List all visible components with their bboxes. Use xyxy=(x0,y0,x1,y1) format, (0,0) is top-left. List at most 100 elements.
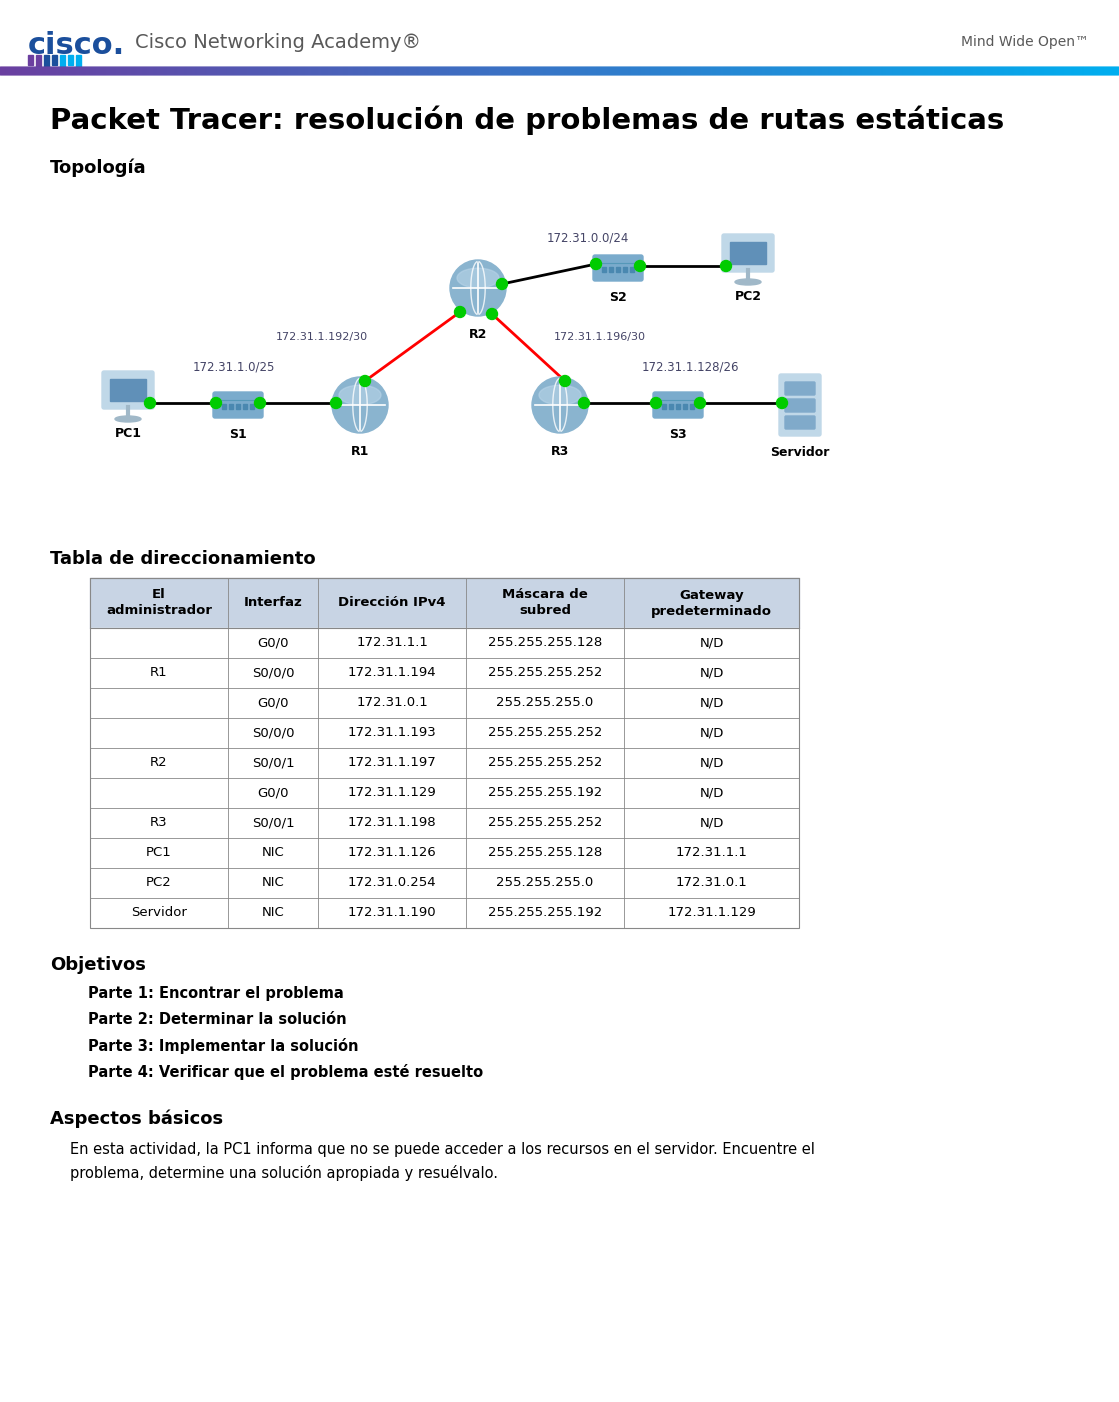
Bar xyxy=(90,578,799,928)
Bar xyxy=(90,749,799,778)
Text: Máscara de
subred: Máscara de subred xyxy=(502,589,587,617)
FancyBboxPatch shape xyxy=(653,393,703,418)
Text: S2: S2 xyxy=(609,292,627,304)
Circle shape xyxy=(332,377,388,433)
Text: 255.255.255.252: 255.255.255.252 xyxy=(488,816,602,830)
Text: G0/0: G0/0 xyxy=(257,697,289,709)
Bar xyxy=(90,838,799,868)
Text: R1: R1 xyxy=(351,444,369,458)
Bar xyxy=(90,899,799,928)
Circle shape xyxy=(330,398,341,408)
Text: 172.31.1.129: 172.31.1.129 xyxy=(667,907,755,920)
FancyBboxPatch shape xyxy=(786,400,815,412)
Circle shape xyxy=(497,279,508,289)
Bar xyxy=(630,266,634,272)
Bar xyxy=(28,55,32,64)
Circle shape xyxy=(721,261,732,272)
FancyBboxPatch shape xyxy=(786,416,815,429)
Text: 255.255.255.192: 255.255.255.192 xyxy=(488,787,602,799)
Circle shape xyxy=(487,308,498,320)
Circle shape xyxy=(210,398,222,408)
Text: 255.255.255.0: 255.255.255.0 xyxy=(497,697,593,709)
Bar xyxy=(676,404,680,409)
Text: 172.31.0.0/24: 172.31.0.0/24 xyxy=(547,231,629,244)
Text: N/D: N/D xyxy=(699,816,724,830)
Circle shape xyxy=(144,398,156,408)
Bar xyxy=(90,868,799,899)
Bar xyxy=(90,658,799,688)
Text: 172.31.1.126: 172.31.1.126 xyxy=(348,847,436,859)
Text: Parte 1: Encontrar el problema: Parte 1: Encontrar el problema xyxy=(88,986,344,1001)
Bar xyxy=(730,243,767,264)
Circle shape xyxy=(359,376,370,387)
Bar xyxy=(662,404,666,409)
Text: Servidor: Servidor xyxy=(131,907,187,920)
Text: Parte 2: Determinar la solución: Parte 2: Determinar la solución xyxy=(88,1012,347,1028)
FancyBboxPatch shape xyxy=(779,374,821,436)
Circle shape xyxy=(454,307,466,317)
Text: 172.31.1.1: 172.31.1.1 xyxy=(676,847,747,859)
Bar xyxy=(615,266,620,272)
Text: Mind Wide Open™: Mind Wide Open™ xyxy=(961,35,1089,49)
Text: 172.31.0.254: 172.31.0.254 xyxy=(348,876,436,889)
Circle shape xyxy=(560,376,571,387)
Text: 172.31.1.196/30: 172.31.1.196/30 xyxy=(554,332,646,342)
Circle shape xyxy=(532,377,587,433)
Text: cisco.: cisco. xyxy=(28,31,125,60)
Text: 172.31.1.128/26: 172.31.1.128/26 xyxy=(641,360,739,373)
Text: 172.31.0.1: 172.31.0.1 xyxy=(676,876,747,889)
Text: 172.31.1.192/30: 172.31.1.192/30 xyxy=(276,332,368,342)
Text: 255.255.255.128: 255.255.255.128 xyxy=(488,847,602,859)
Text: PC1: PC1 xyxy=(114,428,141,440)
Text: 172.31.1.1: 172.31.1.1 xyxy=(356,637,427,649)
Text: 172.31.1.194: 172.31.1.194 xyxy=(348,666,436,680)
Text: 172.31.1.193: 172.31.1.193 xyxy=(348,726,436,739)
Bar xyxy=(90,578,799,628)
Bar xyxy=(51,55,57,64)
Text: 172.31.1.198: 172.31.1.198 xyxy=(348,816,436,830)
Text: Aspectos básicos: Aspectos básicos xyxy=(50,1110,223,1129)
Text: 255.255.255.128: 255.255.255.128 xyxy=(488,637,602,649)
Text: N/D: N/D xyxy=(699,637,724,649)
Bar xyxy=(76,55,81,73)
Text: NIC: NIC xyxy=(262,876,284,889)
Text: R1: R1 xyxy=(150,666,168,680)
Ellipse shape xyxy=(457,268,499,287)
Bar xyxy=(236,404,239,409)
Circle shape xyxy=(777,398,788,408)
Bar xyxy=(609,266,613,272)
Bar xyxy=(623,266,627,272)
Text: 172.31.1.190: 172.31.1.190 xyxy=(348,907,436,920)
Text: N/D: N/D xyxy=(699,697,724,709)
FancyBboxPatch shape xyxy=(786,381,815,395)
Bar xyxy=(60,55,65,69)
Text: PC2: PC2 xyxy=(734,290,762,303)
FancyBboxPatch shape xyxy=(593,255,643,280)
Bar xyxy=(683,404,687,409)
Bar xyxy=(90,628,799,658)
Bar xyxy=(690,404,694,409)
Bar xyxy=(110,379,145,401)
Text: PC2: PC2 xyxy=(147,876,172,889)
Text: 255.255.255.0: 255.255.255.0 xyxy=(497,876,593,889)
Circle shape xyxy=(450,259,506,315)
Text: Packet Tracer: resolución de problemas de rutas estáticas: Packet Tracer: resolución de problemas d… xyxy=(50,105,1004,135)
Text: N/D: N/D xyxy=(699,787,724,799)
Text: G0/0: G0/0 xyxy=(257,787,289,799)
Text: N/D: N/D xyxy=(699,726,724,739)
Circle shape xyxy=(634,261,646,272)
Bar xyxy=(669,404,673,409)
Text: R2: R2 xyxy=(469,328,487,341)
FancyBboxPatch shape xyxy=(213,393,263,418)
Ellipse shape xyxy=(339,386,380,405)
Bar xyxy=(90,688,799,718)
Text: 172.31.1.0/25: 172.31.1.0/25 xyxy=(192,360,275,373)
Bar xyxy=(90,778,799,808)
Text: 255.255.255.252: 255.255.255.252 xyxy=(488,666,602,680)
Ellipse shape xyxy=(539,386,581,405)
FancyBboxPatch shape xyxy=(102,372,154,409)
Text: Objetivos: Objetivos xyxy=(50,956,145,974)
Bar xyxy=(90,718,799,749)
Text: 255.255.255.252: 255.255.255.252 xyxy=(488,757,602,770)
Text: 255.255.255.192: 255.255.255.192 xyxy=(488,907,602,920)
